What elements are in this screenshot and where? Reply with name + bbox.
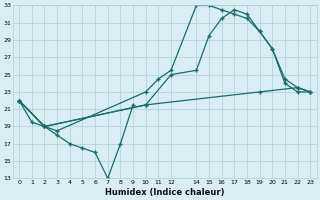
X-axis label: Humidex (Indice chaleur): Humidex (Indice chaleur): [105, 188, 224, 197]
